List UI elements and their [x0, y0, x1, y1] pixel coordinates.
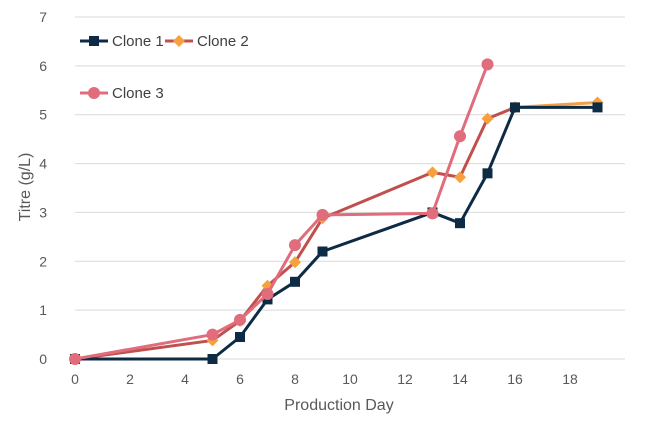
data-point [261, 288, 274, 301]
legend-label: Clone 2 [197, 33, 249, 50]
series-line-segment [238, 297, 269, 339]
legend-marker [89, 36, 99, 46]
data-point [455, 218, 465, 229]
data-point [426, 207, 439, 220]
x-tick-label: 18 [562, 371, 578, 387]
x-tick-label: 2 [126, 371, 134, 387]
y-tick-label: 1 [39, 302, 47, 318]
data-point [481, 58, 494, 71]
y-tick-label: 5 [39, 107, 47, 123]
legend-label: Clone 3 [112, 85, 164, 102]
series-line-segment [321, 211, 434, 217]
y-tick-label: 0 [39, 351, 47, 367]
x-tick-label: 0 [71, 371, 79, 387]
series-line-segment [458, 62, 489, 138]
y-tick-label: 6 [39, 58, 47, 74]
data-point [206, 328, 219, 341]
series-line-segment [293, 250, 324, 284]
y-tick-label: 7 [39, 9, 47, 25]
legend-entry-clone-3: Clone 3 [80, 85, 164, 102]
data-point [454, 171, 466, 184]
data-point [426, 166, 439, 179]
data-point [510, 102, 520, 113]
gridlines [75, 16, 625, 360]
data-point [234, 313, 246, 326]
series-clone-3 [69, 58, 494, 365]
series-line-segment [321, 170, 434, 220]
legend-label: Clone 1 [112, 33, 164, 50]
data-point [207, 354, 218, 364]
data-point [317, 246, 328, 257]
series-line-segment [73, 333, 214, 361]
series-line-segment [266, 243, 297, 296]
x-tick-label: 14 [452, 371, 468, 387]
data-point [454, 130, 466, 143]
y-axis-title: Titre (g/L) [17, 153, 34, 222]
series-line-segment [293, 216, 324, 264]
legend-entry-clone-1: Clone 1 [80, 33, 164, 50]
series-clone-1 [70, 102, 603, 364]
x-tick-label: 10 [342, 371, 358, 387]
series-line-segment [486, 105, 517, 175]
series-line-segment [458, 117, 489, 179]
data-point [290, 276, 300, 287]
series-line-segment [321, 210, 434, 254]
series-line-segment [238, 292, 269, 322]
x-tick-label: 6 [236, 371, 244, 387]
y-tick-label: 2 [39, 253, 47, 269]
series-line-segment [458, 171, 489, 225]
x-tick-label: 12 [397, 371, 413, 387]
series-lines [69, 58, 604, 365]
series-line-segment [293, 213, 324, 247]
legend: Clone 1 Clone 2 Clone 3 [80, 33, 249, 102]
legend-entry-clone-2: Clone 2 [165, 33, 249, 50]
legend-marker [173, 35, 185, 47]
y-tick-label: 4 [39, 156, 47, 172]
x-tick-label: 16 [507, 371, 523, 387]
data-point [235, 332, 245, 343]
series-clone-2 [69, 96, 604, 365]
data-point [289, 256, 301, 269]
series-line-segment [266, 260, 297, 288]
legend-marker [88, 87, 100, 99]
data-point [592, 102, 603, 113]
data-point [289, 239, 301, 252]
data-point [69, 353, 81, 365]
x-axis-title: Production Day [284, 397, 393, 414]
x-tick-label: 4 [181, 371, 189, 387]
y-tick-label: 3 [39, 204, 47, 220]
x-tick-label: 8 [291, 371, 299, 387]
data-point [316, 208, 329, 221]
data-point [482, 168, 493, 179]
series-line-segment [431, 134, 462, 215]
data-point [481, 112, 494, 125]
